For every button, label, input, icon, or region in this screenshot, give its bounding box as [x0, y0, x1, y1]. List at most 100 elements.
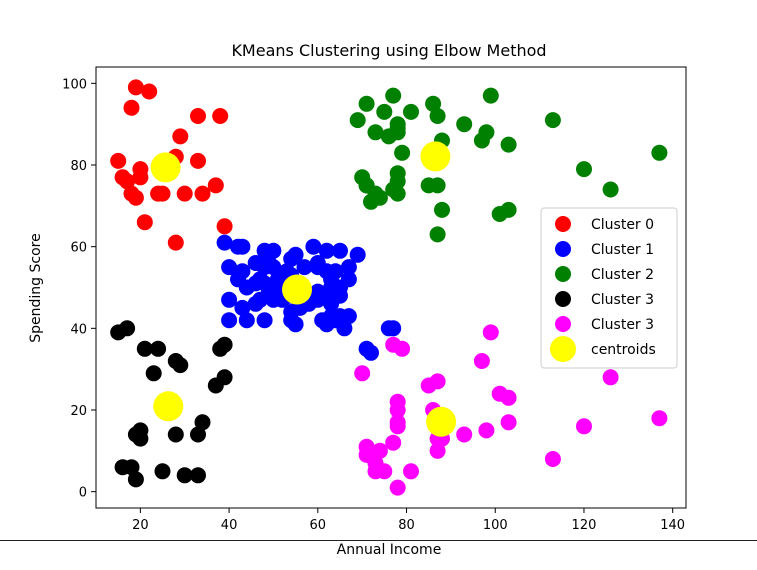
- y-tick-label: 80: [70, 159, 87, 174]
- data-point: [119, 173, 136, 190]
- data-point: [234, 299, 251, 316]
- data-point: [394, 340, 411, 357]
- data-point: [478, 124, 495, 141]
- data-point: [576, 418, 592, 435]
- data-point: [123, 459, 140, 476]
- data-point: [349, 246, 366, 263]
- data-point: [141, 83, 158, 100]
- data-point: [354, 365, 371, 382]
- x-tick-label: 60: [310, 518, 327, 533]
- data-point: [332, 242, 348, 259]
- x-tick-label: 120: [572, 518, 597, 533]
- legend-marker: [555, 266, 571, 282]
- data-point: [500, 136, 517, 153]
- data-point: [576, 161, 592, 178]
- data-point: [544, 112, 561, 129]
- data-point: [651, 410, 668, 427]
- data-point: [385, 434, 402, 451]
- y-axis-label: Spending Score: [28, 233, 44, 342]
- data-point: [500, 414, 517, 431]
- data-point: [153, 391, 184, 422]
- data-point: [371, 189, 388, 206]
- data-point: [420, 141, 451, 172]
- legend-marker: [555, 241, 571, 257]
- data-point: [132, 161, 149, 178]
- y-tick-label: 40: [70, 322, 87, 337]
- chart-title: KMeans Clustering using Elbow Method: [231, 41, 546, 60]
- data-point: [429, 108, 446, 124]
- legend-label: Cluster 1: [591, 242, 654, 258]
- data-point: [127, 471, 144, 488]
- data-point: [221, 291, 238, 308]
- data-point: [385, 87, 402, 104]
- data-point: [544, 451, 561, 467]
- data-point: [500, 201, 517, 218]
- data-point: [340, 308, 357, 325]
- data-point: [376, 103, 393, 120]
- data-point: [238, 312, 255, 329]
- data-point: [145, 365, 162, 382]
- data-point: [394, 144, 411, 161]
- data-point: [207, 177, 224, 194]
- data-point: [176, 185, 193, 202]
- data-point: [265, 242, 282, 259]
- x-tick-label: 40: [221, 518, 238, 533]
- data-point: [376, 463, 393, 480]
- x-axis-label: Annual Income: [337, 542, 442, 558]
- x-tick-label: 140: [660, 518, 685, 533]
- data-point: [363, 344, 379, 361]
- data-point: [318, 242, 335, 259]
- bottom-divider: [0, 540, 757, 541]
- legend: Cluster 0 Cluster 1 Cluster 2 Cluster 3 Clus…: [540, 207, 678, 369]
- x-axis: 20 40 60 80 100 120 140: [132, 508, 685, 533]
- legend-marker: [555, 291, 571, 307]
- data-point: [167, 426, 184, 443]
- data-point: [651, 144, 668, 161]
- data-point: [358, 95, 375, 112]
- data-point: [132, 430, 149, 447]
- data-point: [482, 324, 499, 341]
- data-point: [282, 274, 312, 305]
- data-point: [349, 112, 366, 129]
- data-point: [190, 152, 206, 169]
- data-point: [150, 340, 167, 357]
- legend-marker: [550, 336, 576, 362]
- data-point: [367, 124, 384, 141]
- data-point: [221, 259, 238, 276]
- data-point: [216, 336, 233, 353]
- data-point: [234, 238, 251, 255]
- y-axis: 0 20 40 60 80 100: [62, 77, 96, 501]
- data-point: [265, 259, 282, 276]
- data-point: [136, 340, 153, 357]
- data-point: [234, 263, 251, 280]
- data-point: [456, 116, 473, 133]
- data-point: [389, 402, 406, 418]
- data-point: [127, 79, 144, 96]
- data-point: [154, 463, 171, 480]
- legend-marker: [555, 216, 571, 232]
- y-tick-label: 60: [70, 241, 87, 256]
- data-point: [287, 316, 304, 333]
- data-point: [256, 312, 273, 329]
- data-point: [340, 271, 357, 288]
- data-point: [190, 108, 206, 124]
- data-point: [172, 357, 189, 374]
- x-tick-label: 20: [132, 518, 149, 533]
- data-point: [190, 467, 206, 484]
- data-point: [389, 185, 406, 202]
- data-point: [336, 320, 353, 337]
- legend-label: Cluster 3: [591, 317, 654, 333]
- x-tick-label: 80: [398, 518, 415, 533]
- data-point: [194, 414, 211, 431]
- data-point: [385, 320, 402, 337]
- x-tick-label: 100: [483, 518, 508, 533]
- data-point: [150, 152, 181, 183]
- data-point: [482, 87, 499, 104]
- data-point: [389, 418, 406, 435]
- data-point: [216, 234, 233, 251]
- data-point: [287, 246, 304, 263]
- data-point: [426, 406, 457, 437]
- legend-label: Cluster 2: [591, 267, 654, 283]
- data-point: [429, 177, 446, 194]
